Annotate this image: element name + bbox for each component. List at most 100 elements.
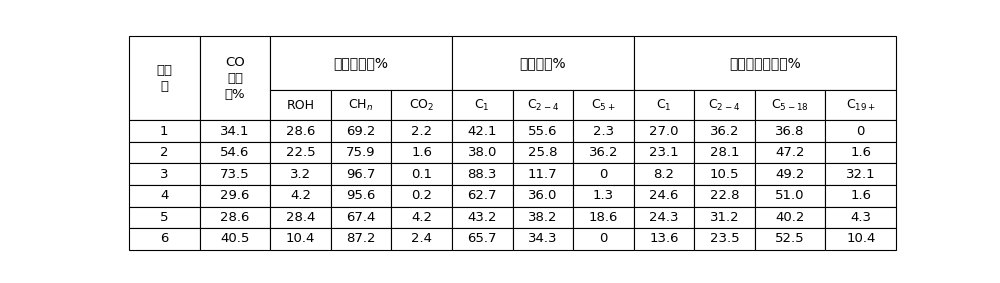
Text: 28.1: 28.1 bbox=[710, 146, 739, 159]
Bar bbox=[452, 36, 634, 90]
Text: 10.4: 10.4 bbox=[846, 232, 875, 245]
Bar bbox=[129, 228, 200, 250]
Text: 6: 6 bbox=[160, 232, 168, 245]
Bar bbox=[512, 163, 573, 185]
Bar bbox=[755, 228, 825, 250]
Text: ROH: ROH bbox=[286, 99, 314, 112]
Text: 1.6: 1.6 bbox=[850, 146, 871, 159]
Bar bbox=[755, 163, 825, 185]
Text: 25.8: 25.8 bbox=[528, 146, 558, 159]
Text: 36.0: 36.0 bbox=[528, 189, 557, 202]
Text: 36.2: 36.2 bbox=[589, 146, 618, 159]
Bar bbox=[755, 142, 825, 163]
Text: 38.2: 38.2 bbox=[528, 211, 558, 224]
Text: 4: 4 bbox=[160, 189, 168, 202]
Bar bbox=[270, 120, 331, 142]
Bar bbox=[634, 36, 896, 90]
Text: 3: 3 bbox=[160, 168, 168, 181]
Bar bbox=[694, 228, 755, 250]
Bar bbox=[573, 163, 634, 185]
Text: 醇的分布%: 醇的分布% bbox=[519, 56, 566, 70]
Text: 2: 2 bbox=[160, 146, 168, 159]
Bar bbox=[270, 228, 331, 250]
Bar bbox=[512, 228, 573, 250]
Bar bbox=[825, 142, 896, 163]
Text: 27.0: 27.0 bbox=[649, 125, 679, 138]
Text: 49.2: 49.2 bbox=[775, 168, 805, 181]
Text: 3.2: 3.2 bbox=[290, 168, 311, 181]
Bar bbox=[391, 90, 452, 120]
Text: C$_1$: C$_1$ bbox=[474, 98, 490, 113]
Text: 4.2: 4.2 bbox=[411, 211, 432, 224]
Text: 0: 0 bbox=[599, 232, 608, 245]
Bar bbox=[573, 142, 634, 163]
Bar bbox=[452, 185, 512, 207]
Bar bbox=[755, 207, 825, 228]
Bar bbox=[200, 36, 270, 120]
Bar bbox=[270, 163, 331, 185]
Bar bbox=[452, 228, 512, 250]
Text: 23.1: 23.1 bbox=[649, 146, 679, 159]
Text: C$_{5+}$: C$_{5+}$ bbox=[591, 98, 616, 113]
Text: CH$_n$: CH$_n$ bbox=[348, 98, 374, 113]
Bar bbox=[573, 207, 634, 228]
Bar bbox=[270, 36, 452, 90]
Bar bbox=[391, 120, 452, 142]
Bar bbox=[331, 120, 391, 142]
Bar bbox=[512, 142, 573, 163]
Text: 88.3: 88.3 bbox=[468, 168, 497, 181]
Text: CO$_2$: CO$_2$ bbox=[409, 98, 434, 113]
Bar bbox=[331, 207, 391, 228]
Text: 47.2: 47.2 bbox=[775, 146, 805, 159]
Bar bbox=[129, 207, 200, 228]
Bar bbox=[452, 120, 512, 142]
Text: 69.2: 69.2 bbox=[346, 125, 376, 138]
Bar bbox=[270, 185, 331, 207]
Bar bbox=[694, 163, 755, 185]
Bar bbox=[573, 120, 634, 142]
Text: 10.4: 10.4 bbox=[286, 232, 315, 245]
Bar bbox=[331, 163, 391, 185]
Bar bbox=[694, 142, 755, 163]
Bar bbox=[200, 185, 270, 207]
Bar bbox=[391, 142, 452, 163]
Text: 5: 5 bbox=[160, 211, 168, 224]
Text: 10.5: 10.5 bbox=[710, 168, 739, 181]
Bar bbox=[270, 207, 331, 228]
Text: 54.6: 54.6 bbox=[220, 146, 250, 159]
Bar bbox=[825, 185, 896, 207]
Text: 31.2: 31.2 bbox=[710, 211, 739, 224]
Text: 34.1: 34.1 bbox=[220, 125, 250, 138]
Bar bbox=[129, 163, 200, 185]
Text: 55.6: 55.6 bbox=[528, 125, 558, 138]
Text: CO
转化
率%: CO 转化 率% bbox=[225, 56, 245, 101]
Text: 32.1: 32.1 bbox=[846, 168, 876, 181]
Text: 51.0: 51.0 bbox=[775, 189, 805, 202]
Bar bbox=[825, 207, 896, 228]
Text: 0: 0 bbox=[599, 168, 608, 181]
Bar bbox=[634, 142, 694, 163]
Text: 62.7: 62.7 bbox=[467, 189, 497, 202]
Bar bbox=[634, 185, 694, 207]
Text: 0.1: 0.1 bbox=[411, 168, 432, 181]
Bar bbox=[755, 120, 825, 142]
Text: C$_{2-4}$: C$_{2-4}$ bbox=[527, 98, 559, 113]
Bar bbox=[200, 142, 270, 163]
Bar bbox=[694, 90, 755, 120]
Text: 11.7: 11.7 bbox=[528, 168, 558, 181]
Bar bbox=[634, 163, 694, 185]
Text: C$_{5-18}$: C$_{5-18}$ bbox=[771, 98, 809, 113]
Text: 0: 0 bbox=[857, 125, 865, 138]
Bar bbox=[270, 90, 331, 120]
Bar bbox=[512, 207, 573, 228]
Bar bbox=[452, 142, 512, 163]
Text: 2.3: 2.3 bbox=[593, 125, 614, 138]
Text: 4.3: 4.3 bbox=[850, 211, 871, 224]
Text: 产物选择性%: 产物选择性% bbox=[334, 56, 389, 70]
Text: 24.6: 24.6 bbox=[649, 189, 679, 202]
Text: 38.0: 38.0 bbox=[468, 146, 497, 159]
Text: 8.2: 8.2 bbox=[653, 168, 674, 181]
Text: C$_{19+}$: C$_{19+}$ bbox=[846, 98, 876, 113]
Bar bbox=[512, 185, 573, 207]
Bar bbox=[331, 185, 391, 207]
